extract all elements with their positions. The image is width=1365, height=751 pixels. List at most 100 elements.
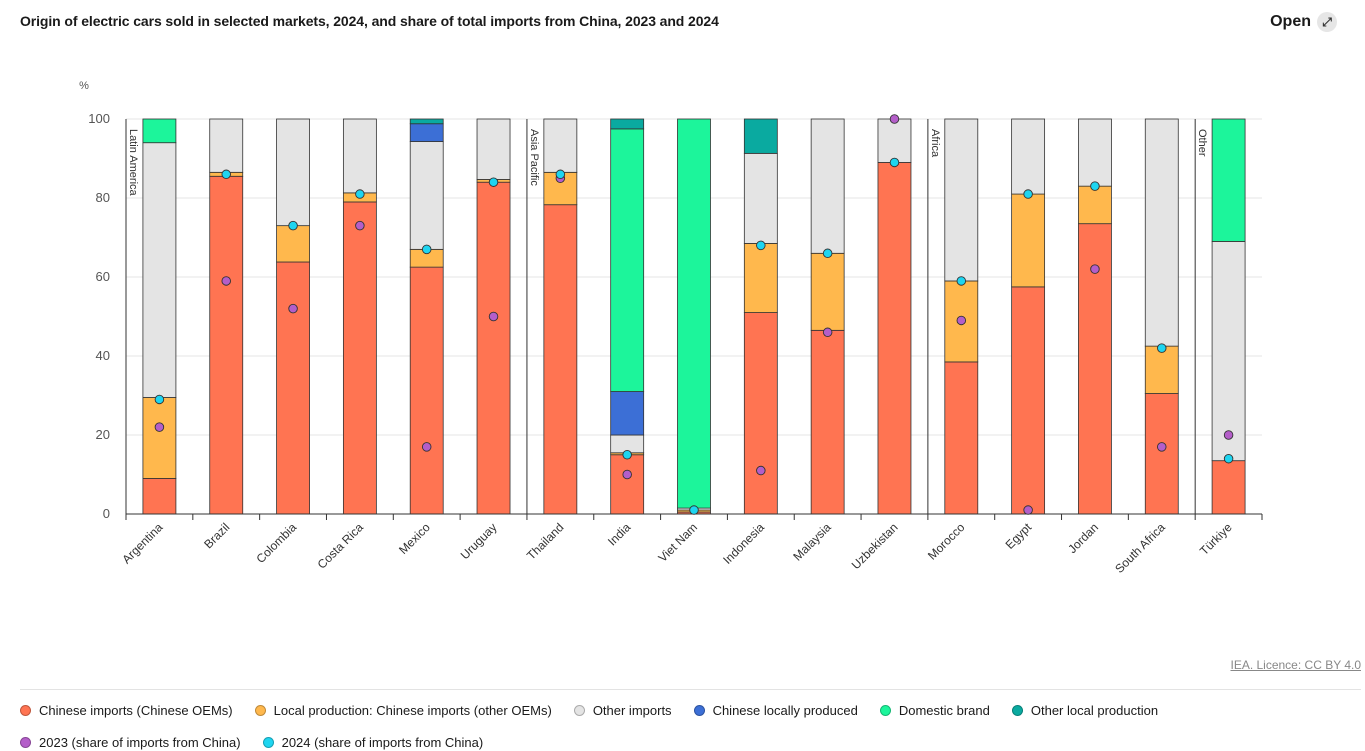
marker-point [1090, 264, 1100, 274]
bar-segment [409, 118, 444, 125]
y-tick-label: 100 [88, 111, 110, 126]
bar-segment [944, 118, 979, 282]
marker-point [154, 422, 165, 432]
y-tick-label: 0 [103, 506, 110, 521]
x-tick-label: Uzbekistan [849, 520, 901, 572]
legend-item[interactable]: Domestic brand [879, 702, 990, 718]
marker-point [288, 220, 298, 231]
marker-point [221, 276, 231, 286]
marker-point [1223, 430, 1234, 440]
y-tick-label: 40 [96, 348, 110, 363]
bar-segment [743, 118, 778, 154]
x-tick-label: Colombia [253, 520, 299, 566]
open-button[interactable]: Open ⤢ [1270, 12, 1337, 32]
x-tick-label: Costa Rica [315, 520, 367, 572]
legend-swatch [573, 704, 585, 716]
open-label: Open [1270, 13, 1311, 30]
bar-segment [677, 118, 711, 509]
y-axis-label: % [79, 80, 89, 92]
legend-swatch [262, 736, 274, 748]
expand-icon: ⤢ [1317, 12, 1337, 32]
bar-segment [276, 225, 310, 263]
legend-swatch [693, 704, 705, 716]
marker-point [1157, 343, 1167, 353]
legend-item[interactable]: 2024 (share of imports from China) [262, 734, 484, 750]
marker-point [488, 177, 499, 187]
bar-segment [810, 118, 845, 254]
bar-segment [543, 204, 578, 515]
bar-segment [810, 329, 845, 515]
stacked-bar-chart: % 0 20 40 60 80 100 Latin America Asia Pacific Af… [79, 80, 1263, 576]
marker-point [822, 327, 833, 338]
bar-segment [1211, 460, 1246, 515]
marker-point [355, 220, 365, 231]
marker-point [622, 450, 632, 460]
marker-point [421, 442, 432, 452]
legend-label: Local production: Chinese imports (other… [273, 702, 552, 718]
bar-segment [1078, 185, 1112, 225]
marker-point [889, 157, 900, 168]
legend-label: Chinese imports (Chinese OEMs) [39, 702, 233, 718]
bar-segment [276, 118, 310, 227]
legend-label: Chinese locally produced [712, 702, 858, 718]
bar-segment [342, 201, 377, 515]
marker-point [689, 505, 699, 515]
bar-segment [1144, 345, 1179, 394]
licence-link[interactable]: IEA. Licence: CC BY 4.0 [1230, 658, 1361, 672]
x-tick-label: Mexico [396, 520, 433, 557]
bar-segment [276, 261, 310, 515]
legend-label: 2024 (share of imports from China) [281, 734, 484, 750]
group-label: Asia Pacific [528, 129, 540, 186]
marker-point [555, 169, 566, 180]
legend-item[interactable]: Chinese locally produced [693, 702, 858, 718]
legend-label: Other local production [1030, 702, 1159, 718]
bar-segment [1078, 118, 1112, 187]
x-tick-label: Viet Nam [655, 520, 700, 565]
bar-segment [743, 243, 778, 313]
legend-item[interactable]: Chinese imports (Chinese OEMs) [20, 702, 233, 718]
bar-segment [610, 454, 645, 515]
y-tick-label: 60 [96, 269, 110, 284]
chart-legend: Chinese imports (Chinese OEMs) Local prod… [20, 702, 1320, 750]
bar-segment [610, 118, 645, 130]
bar-segment [743, 152, 778, 244]
marker-point [221, 169, 231, 180]
legend-label: 2023 (share of imports from China) [39, 734, 241, 750]
x-tick-label: Uruguay [458, 520, 500, 562]
bar-segment [743, 312, 778, 515]
x-tick-label: Brazil [201, 520, 232, 551]
bar-segment [1211, 118, 1246, 242]
group-label: Latin America [127, 129, 139, 197]
x-tick-label: Argentina [119, 520, 165, 566]
bar-segment [409, 123, 444, 142]
bar-segment [1211, 241, 1246, 462]
marker-point [154, 394, 165, 405]
bar-segment [1011, 118, 1046, 195]
marker-point [1090, 181, 1100, 191]
legend-item[interactable]: Local production: Chinese imports (other… [254, 702, 552, 718]
legend-item[interactable]: Other imports [573, 702, 672, 718]
marker-point [355, 189, 365, 199]
x-tick-label: India [605, 520, 634, 549]
bar-segment [209, 118, 244, 173]
group-label: Other [1196, 129, 1208, 157]
marker-point [1023, 189, 1033, 199]
x-tick-label: Malaysia [790, 520, 834, 564]
legend-swatch [254, 704, 266, 716]
bar-segment [543, 118, 578, 173]
marker-point [488, 311, 499, 322]
bar-segment [877, 162, 912, 515]
legend-item[interactable]: Other local production [1011, 702, 1159, 718]
legend-swatch [20, 704, 31, 716]
bar-segment [476, 181, 511, 515]
legend-item[interactable]: 2023 (share of imports from China) [20, 734, 241, 750]
bar-segment [476, 118, 511, 180]
x-tick-label: Egypt [1003, 520, 1035, 552]
marker-point [889, 114, 900, 124]
marker-point [1023, 505, 1033, 515]
bar-segment [142, 397, 177, 479]
chart-title: Origin of electric cars sold in selected… [20, 13, 719, 29]
bar-segment [944, 361, 979, 515]
bar-segment [1144, 393, 1179, 515]
marker-point [756, 240, 766, 251]
